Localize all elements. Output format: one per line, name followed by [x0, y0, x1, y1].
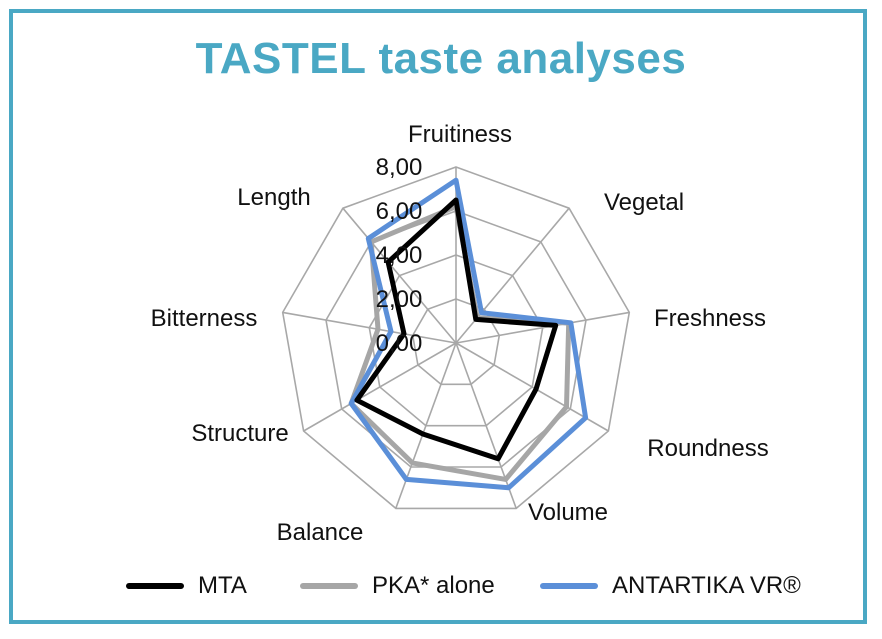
legend-item-antartika: ANTARTIKA VR®	[540, 568, 801, 604]
grid-ring	[281, 166, 631, 510]
chart-frame	[9, 9, 867, 624]
grid-spoke	[455, 311, 630, 344]
legend-swatch	[300, 583, 358, 589]
axis-label-volume: Volume	[528, 499, 608, 526]
axis-label-roundness: Roundness	[647, 435, 768, 462]
grid-spoke	[303, 342, 457, 432]
axis-labels: Fruitiness Vegetal Freshness Roundness Volum…	[151, 121, 769, 546]
axis-label-bitterness: Bitterness	[151, 305, 258, 332]
series-line-1	[348, 204, 572, 482]
tick-label: 2,00	[376, 286, 423, 313]
tick-label: 6,00	[376, 198, 423, 225]
axis-label-vegetal: Vegetal	[604, 189, 684, 216]
axis-label-balance: Balance	[277, 519, 364, 546]
grid-spoke	[342, 207, 457, 344]
chart-title: TASTEL taste analyses	[195, 34, 687, 83]
tick-label: 0,00	[376, 330, 423, 357]
radar-series	[348, 177, 589, 491]
legend-item-pka: PKA* alone	[300, 568, 495, 604]
legend: MTA PKA* alone ANTARTIKA VR®	[0, 568, 882, 608]
grid-ring	[325, 210, 587, 468]
legend-label: ANTARTIKA VR®	[612, 572, 801, 599]
axis-label-length: Length	[237, 184, 310, 211]
legend-label: PKA* alone	[372, 572, 495, 599]
legend-label: MTA	[198, 572, 247, 599]
axis-label-freshness: Freshness	[654, 305, 766, 332]
axis-label-fruitiness: Fruitiness	[408, 121, 512, 148]
series-line-0	[354, 197, 559, 462]
legend-swatch	[126, 583, 184, 589]
grid-spoke	[282, 311, 457, 344]
tick-labels: 0,00 2,00 4,00 6,00 8,00	[376, 154, 423, 357]
legend-swatch	[540, 583, 598, 589]
tick-label: 4,00	[376, 242, 423, 269]
axis-label-structure: Structure	[191, 420, 288, 447]
legend-item-mta: MTA	[126, 568, 247, 604]
tick-label: 8,00	[376, 154, 423, 181]
series-line-2	[348, 177, 589, 491]
